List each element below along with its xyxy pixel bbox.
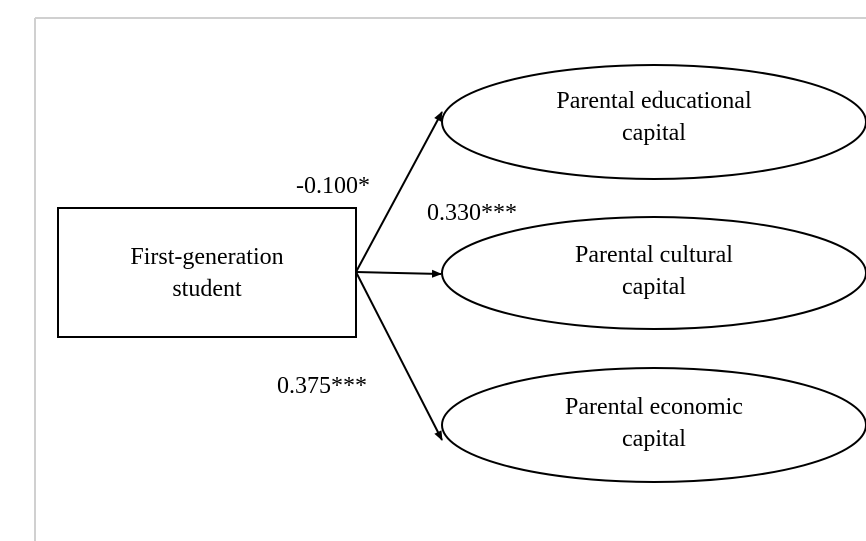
node-label: student: [172, 276, 242, 302]
node-label: First-generation: [130, 244, 283, 270]
edge-label: 0.330***: [427, 200, 517, 226]
arrow: [355, 269, 442, 278]
edge-label: 0.375***: [277, 373, 367, 399]
node-label: capital: [622, 274, 686, 300]
edge-label: -0.100*: [296, 173, 370, 199]
node-label: Parental cultural: [575, 242, 733, 268]
node-label: capital: [622, 426, 686, 452]
node-label: Parental educational: [556, 88, 752, 114]
ellipse: [441, 64, 866, 180]
ellipse: [441, 367, 866, 483]
arrow: [355, 271, 443, 441]
source-box: [57, 207, 357, 338]
arrow: [355, 111, 443, 273]
node-label: Parental economic: [565, 394, 743, 420]
node-label: capital: [622, 120, 686, 146]
ellipse: [441, 216, 866, 330]
